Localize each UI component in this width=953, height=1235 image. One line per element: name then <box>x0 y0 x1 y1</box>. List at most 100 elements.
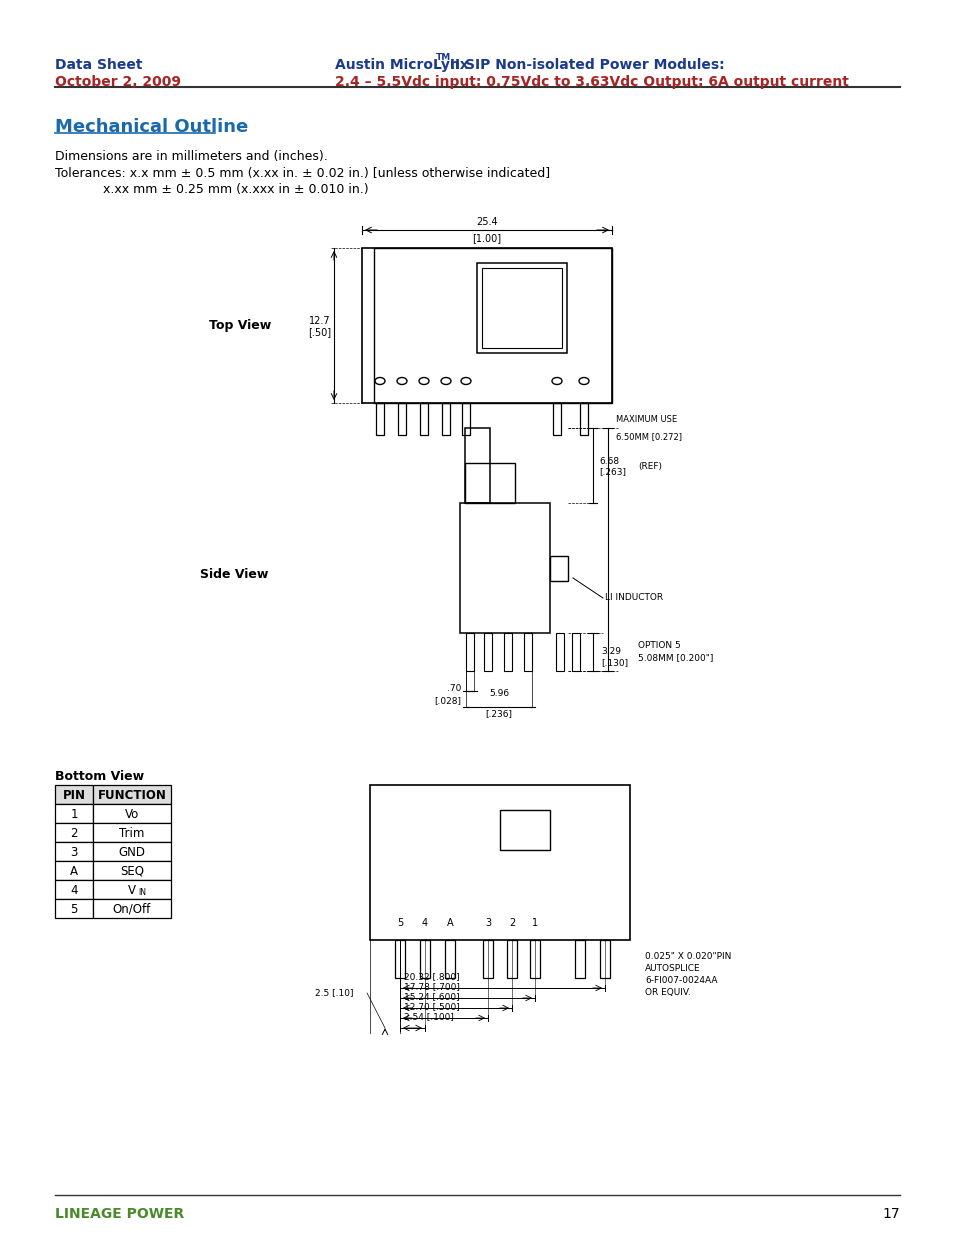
Text: Top View: Top View <box>209 319 271 332</box>
Text: LINEAGE POWER: LINEAGE POWER <box>55 1207 184 1221</box>
Text: GND: GND <box>118 846 146 860</box>
Text: [.130]: [.130] <box>600 658 627 667</box>
Bar <box>375 403 384 435</box>
Bar <box>459 503 550 634</box>
Bar <box>530 940 539 978</box>
Text: IN: IN <box>138 888 146 897</box>
Text: 15.24 [.600]: 15.24 [.600] <box>403 992 459 1002</box>
Bar <box>503 634 512 671</box>
Bar <box>553 403 560 435</box>
Bar <box>55 804 92 823</box>
Text: 12.7: 12.7 <box>309 315 331 326</box>
Text: 20.32 [.800]: 20.32 [.800] <box>403 972 459 981</box>
Bar <box>441 403 450 435</box>
Text: 5.08MM [0.200"]: 5.08MM [0.200"] <box>638 653 713 662</box>
Text: 2.54 [.100]: 2.54 [.100] <box>403 1011 454 1021</box>
Bar <box>55 899 92 918</box>
Text: Side View: Side View <box>200 568 268 580</box>
Text: [.236]: [.236] <box>485 709 512 718</box>
Bar <box>92 861 171 881</box>
Text: 1: 1 <box>71 808 77 821</box>
Bar <box>55 881 92 899</box>
Ellipse shape <box>375 378 385 384</box>
Bar <box>476 263 566 353</box>
Text: PIN: PIN <box>63 789 86 802</box>
Bar <box>599 940 609 978</box>
Text: [.028]: [.028] <box>434 697 460 705</box>
Text: 2: 2 <box>71 827 77 840</box>
Text: [.50]: [.50] <box>308 327 331 337</box>
Bar <box>92 823 171 842</box>
Text: A: A <box>70 864 78 878</box>
Text: 3.29: 3.29 <box>600 647 620 656</box>
Text: 5: 5 <box>71 903 77 916</box>
Text: 4: 4 <box>71 884 77 897</box>
Ellipse shape <box>418 378 429 384</box>
Text: 6.50MM [0.272]: 6.50MM [0.272] <box>616 432 681 441</box>
Bar <box>92 842 171 861</box>
Bar <box>575 940 584 978</box>
Ellipse shape <box>460 378 471 384</box>
Text: 5: 5 <box>396 918 403 927</box>
Text: 2.5 [.10]: 2.5 [.10] <box>314 988 354 997</box>
Text: 3: 3 <box>484 918 491 927</box>
Text: 25.4: 25.4 <box>476 217 497 227</box>
Bar <box>550 556 567 580</box>
Text: Dimensions are in millimeters and (inches).: Dimensions are in millimeters and (inche… <box>55 149 328 163</box>
Text: 5.96: 5.96 <box>489 689 509 698</box>
Bar <box>361 248 612 403</box>
Text: A: A <box>446 918 453 927</box>
Text: On/Off: On/Off <box>112 903 151 916</box>
Text: LI INDUCTOR: LI INDUCTOR <box>604 594 662 603</box>
Text: 3: 3 <box>71 846 77 860</box>
Text: TM: TM <box>436 53 451 62</box>
Bar <box>464 429 490 503</box>
Bar <box>370 785 629 940</box>
Ellipse shape <box>440 378 451 384</box>
Text: OPTION 5: OPTION 5 <box>638 641 680 650</box>
Bar <box>55 785 92 804</box>
Text: OR EQUIV.: OR EQUIV. <box>644 988 690 997</box>
Text: V: V <box>128 884 136 897</box>
Text: II SIP Non-isolated Power Modules:: II SIP Non-isolated Power Modules: <box>444 58 724 72</box>
Text: 6.68: 6.68 <box>598 457 618 466</box>
Bar <box>572 634 579 671</box>
Text: Vo: Vo <box>125 808 139 821</box>
Bar <box>523 634 532 671</box>
Text: Trim: Trim <box>119 827 145 840</box>
Bar <box>556 634 563 671</box>
Text: Bottom View: Bottom View <box>55 769 144 783</box>
Bar <box>483 634 492 671</box>
Text: 1: 1 <box>532 918 537 927</box>
Bar <box>419 403 428 435</box>
Bar <box>374 248 612 403</box>
Bar <box>55 823 92 842</box>
Text: 2: 2 <box>508 918 515 927</box>
Text: [1.00]: [1.00] <box>472 233 501 243</box>
Ellipse shape <box>578 378 588 384</box>
Bar <box>92 881 171 899</box>
Text: 6-FI007-0024AA: 6-FI007-0024AA <box>644 976 717 986</box>
Bar <box>395 940 405 978</box>
Text: .70: .70 <box>446 684 460 693</box>
Ellipse shape <box>396 378 407 384</box>
Bar <box>461 403 470 435</box>
Text: 17: 17 <box>882 1207 899 1221</box>
Text: FUNCTION: FUNCTION <box>97 789 166 802</box>
Bar <box>506 940 517 978</box>
Text: 0.025" X 0.020"PIN: 0.025" X 0.020"PIN <box>644 952 731 961</box>
Bar <box>499 810 550 850</box>
Bar <box>55 842 92 861</box>
Text: 2.4 – 5.5Vdc input; 0.75Vdc to 3.63Vdc Output; 6A output current: 2.4 – 5.5Vdc input; 0.75Vdc to 3.63Vdc O… <box>335 75 848 89</box>
Bar <box>419 940 430 978</box>
Text: 4: 4 <box>421 918 428 927</box>
Bar <box>397 403 406 435</box>
Text: SEQ: SEQ <box>120 864 144 878</box>
Text: x.xx mm ± 0.25 mm (x.xxx in ± 0.010 in.): x.xx mm ± 0.25 mm (x.xxx in ± 0.010 in.) <box>55 183 368 196</box>
Ellipse shape <box>552 378 561 384</box>
Text: Austin MicroLynx: Austin MicroLynx <box>335 58 468 72</box>
Bar <box>481 268 561 348</box>
Bar <box>464 463 515 503</box>
Text: [.263]: [.263] <box>598 467 625 475</box>
Bar <box>579 403 587 435</box>
